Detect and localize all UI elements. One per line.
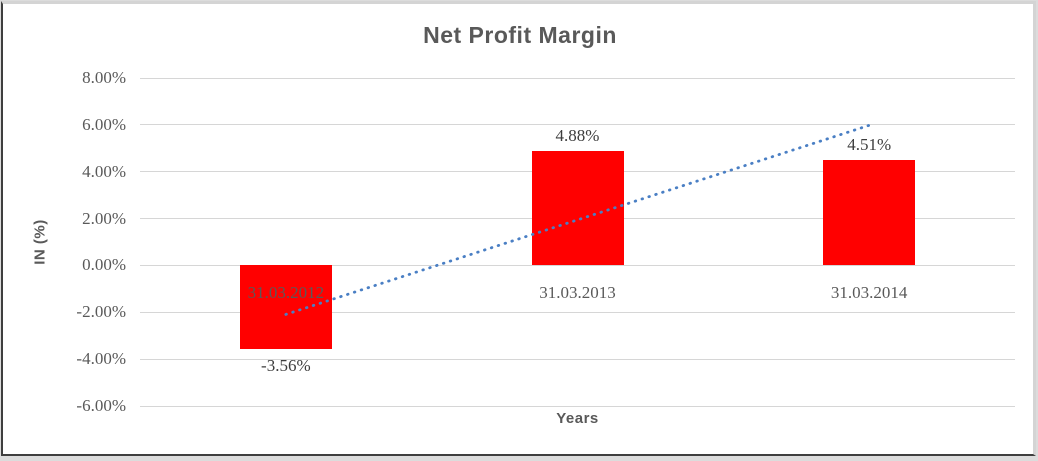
y-axis-tick-label: -4.00% xyxy=(76,349,126,369)
chart-title: Net Profit Margin xyxy=(423,22,617,48)
gridline xyxy=(140,264,1015,266)
y-axis-tick-label: 6.00% xyxy=(82,114,126,134)
y-axis-tick-label: 0.00% xyxy=(82,255,126,275)
x-axis-category-label: 31.03.2013 xyxy=(539,283,616,303)
y-axis-tick-label: 8.00% xyxy=(82,68,126,87)
gridline xyxy=(140,358,1015,360)
bar-31.03.2012[interactable] xyxy=(239,265,332,349)
y-axis-tick-label: 2.00% xyxy=(82,208,126,228)
y-axis-tick-label: -6.00% xyxy=(76,396,126,415)
y-axis-tick-label: -2.00% xyxy=(76,302,126,322)
bar-data-label: 4.51% xyxy=(847,134,892,154)
gridline xyxy=(140,405,1015,407)
gridline xyxy=(140,77,1015,79)
bar-data-label: -3.56% xyxy=(261,355,311,375)
x-axis-category-label: 31.03.2012 xyxy=(247,283,325,303)
gridline xyxy=(140,311,1015,313)
bar-31.03.2014[interactable] xyxy=(823,159,916,266)
bar-data-label: 4.88% xyxy=(555,126,600,146)
bar-31.03.2013[interactable] xyxy=(531,151,624,266)
y-axis-tick-label: 4.00% xyxy=(82,161,126,181)
gridline xyxy=(140,124,1015,126)
x-axis-category-label: 31.03.2014 xyxy=(830,283,908,303)
x-axis-title: Years xyxy=(556,410,599,427)
